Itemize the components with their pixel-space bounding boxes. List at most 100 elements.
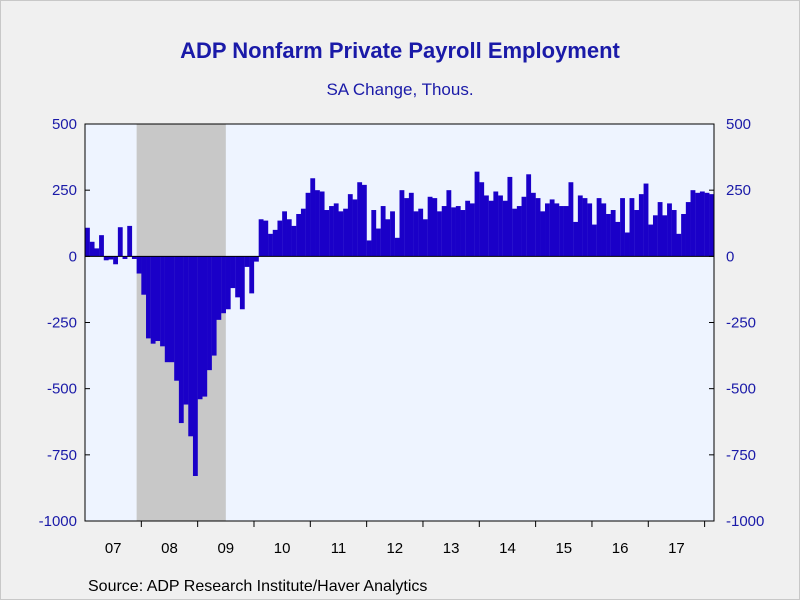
- bar: [207, 256, 212, 371]
- bar: [582, 198, 588, 257]
- bar: [676, 233, 682, 257]
- bar: [258, 219, 264, 257]
- bar: [540, 211, 546, 257]
- bar: [516, 206, 522, 257]
- bar: [399, 190, 405, 257]
- bar: [559, 206, 564, 257]
- bar: [671, 210, 677, 257]
- bar: [493, 191, 499, 257]
- bar: [455, 206, 461, 257]
- bar: [366, 240, 372, 257]
- bar: [211, 256, 217, 356]
- bar: [315, 190, 320, 257]
- bar: [225, 256, 231, 310]
- x-tick-label: 15: [555, 540, 572, 557]
- bar: [174, 256, 180, 381]
- bar: [530, 192, 536, 257]
- bar: [216, 256, 222, 320]
- bar: [239, 256, 245, 310]
- bar: [479, 182, 485, 257]
- bar: [131, 256, 137, 259]
- bar: [117, 227, 123, 257]
- bar: [526, 174, 532, 257]
- bar: [164, 256, 170, 363]
- bar: [418, 208, 424, 257]
- x-tick-label: 12: [386, 540, 403, 557]
- y-tick-label-right: -1000: [726, 513, 764, 530]
- bar: [155, 256, 161, 342]
- bar: [422, 219, 428, 257]
- bar: [136, 256, 142, 274]
- chart-source: Source: ADP Research Institute/Haver Ana…: [88, 578, 428, 595]
- bar: [606, 213, 611, 257]
- bar: [192, 256, 198, 476]
- bar: [469, 203, 475, 257]
- bar: [488, 200, 494, 257]
- bar: [150, 256, 156, 344]
- bar: [648, 224, 654, 257]
- bar: [380, 206, 386, 257]
- bar: [638, 194, 644, 257]
- bar: [408, 192, 414, 257]
- x-tick-label: 08: [161, 540, 178, 557]
- bar: [244, 256, 250, 267]
- bar: [690, 190, 696, 257]
- bar: [324, 210, 330, 257]
- bar: [277, 220, 283, 257]
- bar: [685, 202, 691, 257]
- bar: [437, 211, 442, 257]
- bar: [601, 203, 607, 257]
- y-tick-label-right: -750: [726, 447, 756, 464]
- bar: [338, 211, 344, 257]
- bar: [347, 194, 353, 257]
- bar: [385, 219, 391, 257]
- bar: [474, 171, 480, 257]
- bar: [657, 202, 663, 257]
- bar: [296, 213, 302, 257]
- bar: [122, 256, 128, 259]
- bar: [85, 227, 90, 257]
- bar: [704, 192, 710, 257]
- bar: [629, 198, 635, 257]
- bar: [681, 213, 686, 257]
- x-tick-label: 07: [105, 540, 122, 557]
- bar: [549, 199, 555, 257]
- bar: [253, 256, 259, 262]
- bar: [521, 196, 527, 257]
- bar: [394, 237, 400, 257]
- bar: [291, 225, 297, 257]
- bar: [441, 206, 447, 257]
- bar: [305, 192, 311, 257]
- bar: [89, 241, 95, 257]
- bar: [404, 198, 410, 257]
- bar: [268, 233, 273, 257]
- bar: [286, 219, 292, 257]
- bar: [221, 256, 226, 314]
- bar: [188, 256, 194, 437]
- x-tick-label: 13: [443, 540, 460, 557]
- bar: [535, 198, 541, 257]
- x-tick-label: 11: [331, 540, 347, 557]
- bar: [545, 203, 550, 257]
- bar: [709, 194, 715, 257]
- bar: [573, 221, 579, 257]
- y-tick-label-left: -1000: [39, 513, 77, 530]
- bar: [667, 203, 672, 257]
- bar: [427, 196, 433, 257]
- y-tick-label-right: 250: [726, 182, 751, 199]
- y-tick-label-left: -750: [47, 447, 77, 464]
- bar: [146, 256, 151, 339]
- bar: [502, 200, 508, 257]
- y-tick-label-left: -500: [47, 381, 77, 398]
- bar: [376, 228, 381, 257]
- y-tick-label-right: 500: [726, 116, 751, 133]
- bar: [352, 199, 358, 257]
- bar: [235, 256, 241, 298]
- bar: [343, 208, 349, 257]
- bar: [624, 232, 630, 257]
- bar: [695, 192, 701, 257]
- bar: [127, 225, 133, 257]
- y-tick-label-left: 250: [52, 182, 77, 199]
- bar: [460, 210, 466, 257]
